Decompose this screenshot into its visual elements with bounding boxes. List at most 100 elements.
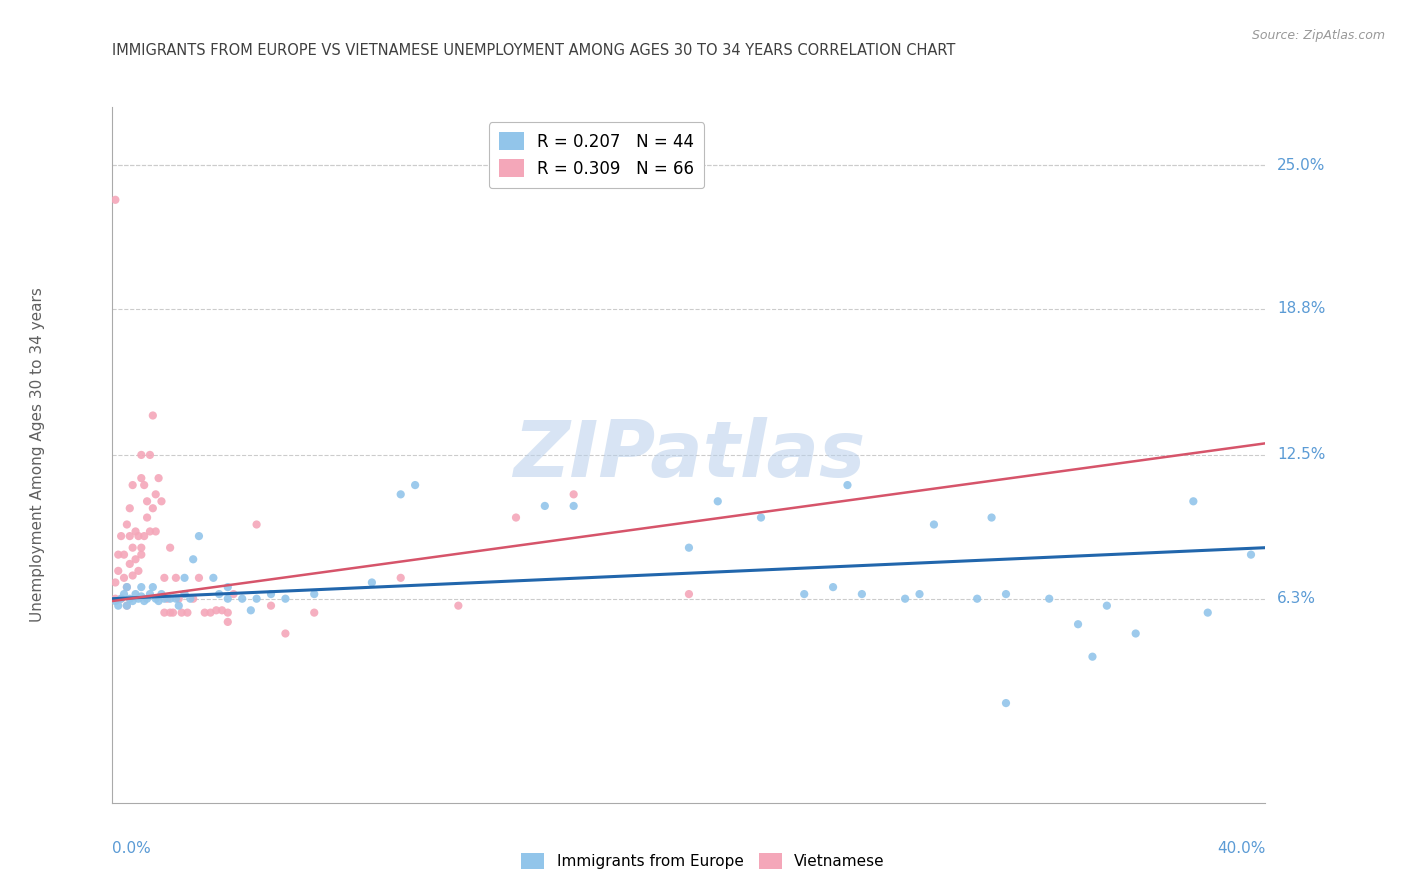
Point bbox=[188, 529, 211, 543]
Text: 6.3%: 6.3% bbox=[1277, 591, 1316, 607]
Point bbox=[134, 529, 156, 543]
Point bbox=[124, 524, 146, 539]
Point bbox=[142, 501, 165, 516]
Point bbox=[124, 587, 146, 601]
Point bbox=[208, 587, 231, 601]
Point bbox=[115, 517, 138, 532]
Point bbox=[217, 606, 239, 620]
Point bbox=[404, 478, 426, 492]
Point bbox=[167, 591, 190, 606]
Point bbox=[980, 510, 1002, 524]
Point bbox=[127, 564, 149, 578]
Point bbox=[304, 606, 326, 620]
Point bbox=[173, 587, 195, 601]
Point bbox=[112, 587, 135, 601]
Point bbox=[922, 517, 945, 532]
Point bbox=[562, 499, 585, 513]
Point bbox=[1240, 548, 1263, 562]
Point bbox=[167, 599, 190, 613]
Legend: R = 0.207   N = 44, R = 0.309   N = 66: R = 0.207 N = 44, R = 0.309 N = 66 bbox=[489, 122, 704, 188]
Text: IMMIGRANTS FROM EUROPE VS VIETNAMESE UNEMPLOYMENT AMONG AGES 30 TO 34 YEARS CORR: IMMIGRANTS FROM EUROPE VS VIETNAMESE UNE… bbox=[112, 43, 956, 58]
Point bbox=[793, 587, 815, 601]
Point bbox=[304, 587, 326, 601]
Point bbox=[136, 510, 159, 524]
Text: Source: ZipAtlas.com: Source: ZipAtlas.com bbox=[1251, 29, 1385, 42]
Point bbox=[129, 471, 153, 485]
Point bbox=[995, 587, 1018, 601]
Point bbox=[150, 494, 173, 508]
Point bbox=[129, 448, 153, 462]
Point bbox=[115, 580, 138, 594]
Point bbox=[107, 548, 129, 562]
Point bbox=[389, 487, 412, 501]
Point bbox=[217, 580, 239, 594]
Point bbox=[200, 606, 222, 620]
Point bbox=[121, 594, 143, 608]
Point bbox=[112, 548, 135, 562]
Point bbox=[181, 552, 204, 566]
Point bbox=[153, 606, 176, 620]
Point bbox=[104, 575, 127, 590]
Point bbox=[121, 541, 143, 555]
Text: 12.5%: 12.5% bbox=[1277, 448, 1326, 462]
Point bbox=[118, 501, 141, 516]
Point bbox=[1038, 591, 1060, 606]
Point bbox=[136, 591, 159, 606]
Point bbox=[139, 524, 162, 539]
Point bbox=[110, 591, 132, 606]
Point bbox=[142, 580, 165, 594]
Text: Unemployment Among Ages 30 to 34 years: Unemployment Among Ages 30 to 34 years bbox=[30, 287, 45, 623]
Point bbox=[153, 591, 176, 606]
Point bbox=[749, 510, 772, 524]
Point bbox=[145, 524, 167, 539]
Point bbox=[115, 580, 138, 594]
Point bbox=[678, 587, 700, 601]
Point bbox=[150, 587, 173, 601]
Legend: Immigrants from Europe, Vietnamese: Immigrants from Europe, Vietnamese bbox=[516, 847, 890, 875]
Point bbox=[139, 587, 162, 601]
Point bbox=[107, 599, 129, 613]
Point bbox=[562, 487, 585, 501]
Point bbox=[245, 517, 267, 532]
Point bbox=[173, 587, 195, 601]
Point bbox=[159, 541, 181, 555]
Point bbox=[159, 591, 181, 606]
Point bbox=[274, 591, 297, 606]
Point bbox=[274, 626, 297, 640]
Point bbox=[1125, 626, 1147, 640]
Point bbox=[821, 580, 844, 594]
Point bbox=[205, 603, 228, 617]
Point bbox=[222, 587, 245, 601]
Point bbox=[118, 529, 141, 543]
Point bbox=[139, 448, 162, 462]
Point bbox=[908, 587, 931, 601]
Point bbox=[389, 571, 412, 585]
Point bbox=[894, 591, 917, 606]
Point bbox=[231, 591, 253, 606]
Point bbox=[179, 591, 201, 606]
Point bbox=[165, 571, 187, 585]
Point bbox=[217, 591, 239, 606]
Point bbox=[706, 494, 728, 508]
Point bbox=[260, 587, 283, 601]
Point bbox=[966, 591, 988, 606]
Point bbox=[505, 510, 527, 524]
Point bbox=[156, 591, 179, 606]
Point bbox=[173, 571, 195, 585]
Point bbox=[104, 594, 127, 608]
Point bbox=[145, 591, 167, 606]
Point bbox=[104, 591, 127, 606]
Point bbox=[115, 599, 138, 613]
Text: 18.8%: 18.8% bbox=[1277, 301, 1326, 317]
Point bbox=[110, 591, 132, 606]
Point bbox=[142, 409, 165, 423]
Point bbox=[245, 591, 267, 606]
Point bbox=[159, 606, 181, 620]
Point bbox=[148, 471, 170, 485]
Point bbox=[118, 591, 141, 606]
Point bbox=[153, 571, 176, 585]
Point bbox=[360, 575, 382, 590]
Point bbox=[162, 606, 184, 620]
Point bbox=[678, 541, 700, 555]
Point bbox=[194, 606, 217, 620]
